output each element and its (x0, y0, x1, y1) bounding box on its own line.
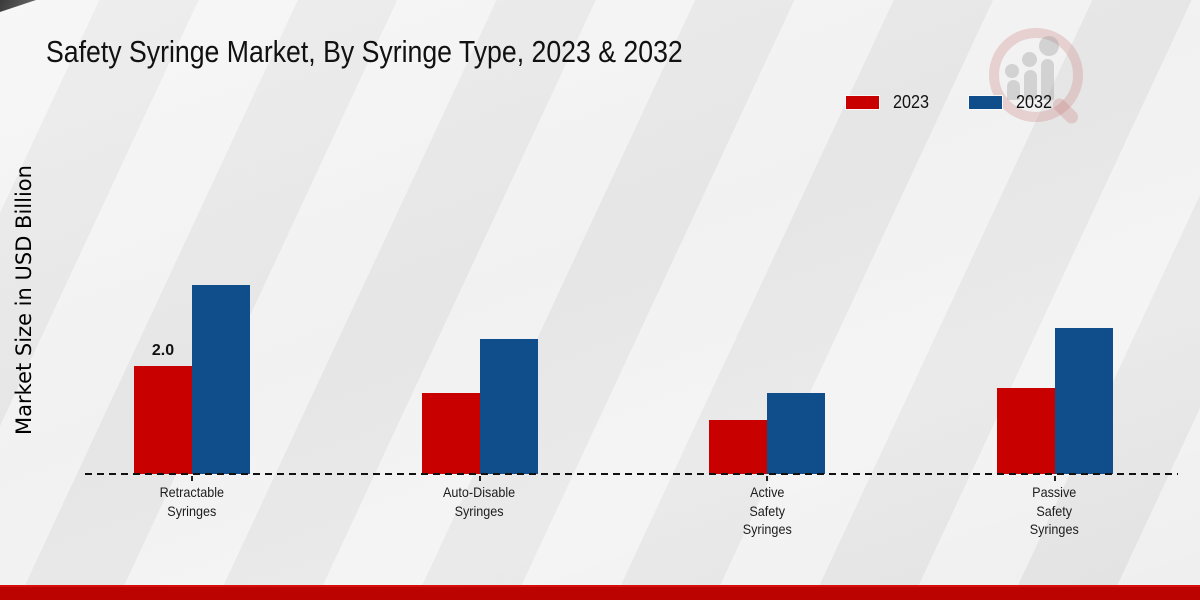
legend-swatch-2032 (968, 96, 1002, 109)
chart-legend: 2023 2032 (845, 92, 1054, 113)
bar-2023-active-safety-syringes (709, 420, 767, 474)
bar-2023-retractable-syringes (134, 366, 192, 474)
bar-2023-passive-safety-syringes (996, 387, 1055, 474)
legend-swatch-2023 (845, 96, 879, 109)
x-axis-category-label-retractable-syringes: Retractable Syringes (159, 484, 225, 519)
page-title-text: Safety Syringe Market, By Syringe Type, … (46, 34, 683, 69)
legend-item-2032: 2032 (968, 92, 1054, 113)
x-axis-category-label-active-safety-syringes: Active Safety Syringes (742, 484, 792, 537)
magnifier-icon (989, 28, 1083, 122)
x-axis-dashed-baseline (85, 473, 1178, 475)
footer-accent-band (0, 585, 1200, 600)
x-axis-tick-active-safety-syringes (766, 476, 768, 481)
x-axis-category-label-passive-safety-syringes: Passive Safety Syringes (1029, 484, 1080, 537)
legend-label-2032: 2032 (1015, 92, 1052, 112)
bar-2032-retractable-syringes (192, 285, 250, 474)
brand-watermark (983, 26, 1093, 131)
page-title: Safety Syringe Market, By Syringe Type, … (46, 34, 786, 70)
x-axis-tick-retractable-syringes (191, 476, 193, 481)
logo-bar-icon (1007, 80, 1020, 100)
legend-label-2023: 2023 (892, 92, 929, 112)
bar-2032-auto-disable-syringes (479, 339, 538, 474)
x-axis-tick-passive-safety-syringes (1053, 476, 1056, 481)
bar-2023-auto-disable-syringes (421, 393, 480, 474)
x-axis-category-label-auto-disable-syringes: Auto-Disable Syringes (443, 484, 516, 519)
bar-2032-passive-safety-syringes (1054, 328, 1113, 474)
bar-2032-active-safety-syringes (767, 393, 825, 474)
logo-dot-icon (1022, 52, 1037, 67)
logo-dot-icon (1039, 36, 1059, 56)
logo-dot-icon (1005, 64, 1019, 78)
x-axis-tick-auto-disable-syringes (478, 476, 481, 481)
logo-bar-icon (1041, 59, 1054, 100)
logo-bar-icon (1024, 70, 1037, 100)
bar-value-label-2023-retractable-syringes: 2.0 (151, 342, 175, 359)
legend-item-2023: 2023 (845, 92, 931, 113)
